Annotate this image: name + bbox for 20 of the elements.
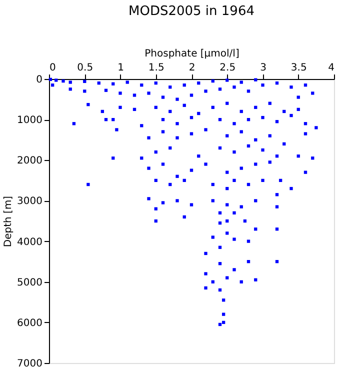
- y-axis-title: Depth [m]: [3, 196, 14, 248]
- x-tick-label: 2.5: [220, 62, 236, 74]
- y-tick-label: 1000: [17, 115, 42, 126]
- x-tick-label: 0: [50, 62, 56, 74]
- x-axis-title: Phosphate [µmol/l]: [144, 48, 240, 60]
- x-tick-label: 2: [188, 62, 196, 74]
- x-tick-label: 0.5: [77, 62, 94, 74]
- y-tick-label: 5000: [17, 277, 42, 288]
- x-tick-label: 4: [328, 62, 334, 74]
- x-tick-label: 1: [118, 62, 124, 74]
- x-tick-label: 1.5: [148, 62, 164, 74]
- x-tick-label: 3: [260, 62, 266, 74]
- y-tick-label: 3000: [17, 196, 42, 208]
- y-tick-label: 7000: [17, 358, 42, 370]
- chart-title: MODS2005 in 1964: [128, 4, 254, 19]
- y-tick-label: 2000: [17, 156, 42, 167]
- y-tick-label: 0: [36, 74, 42, 86]
- y-tick-label: 6000: [17, 318, 42, 329]
- x-tick-label: 3.5: [290, 62, 307, 74]
- y-tick-label: 4000: [17, 236, 42, 248]
